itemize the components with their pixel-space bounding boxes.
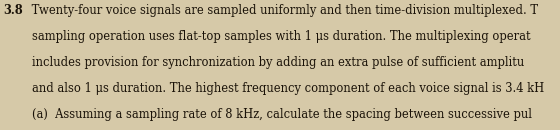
Text: sampling operation uses flat-top samples with 1 μs duration. The multiplexing op: sampling operation uses flat-top samples… (32, 30, 531, 43)
Text: Twenty-four voice signals are sampled uniformly and then time-division multiplex: Twenty-four voice signals are sampled un… (29, 4, 538, 17)
Text: (a)  Assuming a sampling rate of 8 kHz, calculate the spacing between successive: (a) Assuming a sampling rate of 8 kHz, c… (32, 108, 533, 121)
Text: 3.8: 3.8 (3, 4, 22, 17)
Text: includes provision for synchronization by adding an extra pulse of sufficient am: includes provision for synchronization b… (32, 56, 525, 69)
Text: and also 1 μs duration. The highest frequency component of each voice signal is : and also 1 μs duration. The highest freq… (32, 82, 545, 95)
